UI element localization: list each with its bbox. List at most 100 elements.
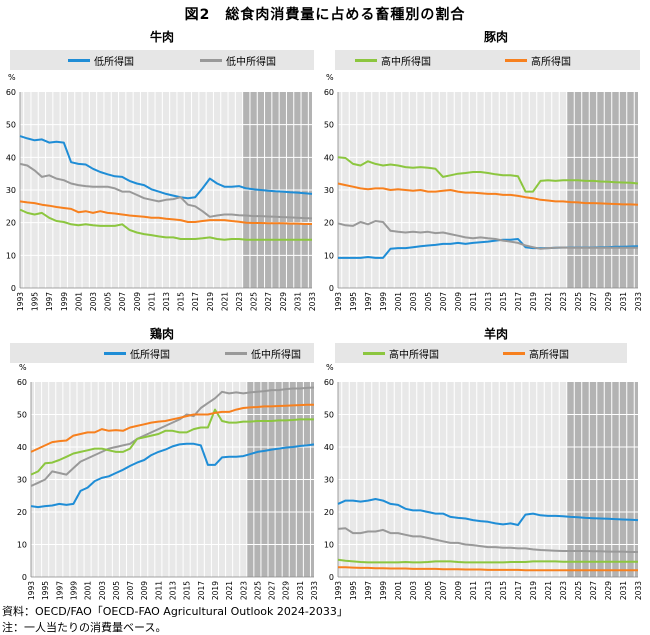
x-tick-label: 2011	[469, 581, 478, 600]
source-note: 資料：OECD/FAO「OECD-FAO Agricultural Outloo…	[2, 605, 348, 618]
x-tick-label: 2001	[74, 292, 83, 311]
x-tick-label: 2007	[439, 581, 448, 600]
x-tick-label: 2025	[574, 292, 583, 311]
legend-swatch	[200, 59, 222, 62]
x-tick-label: 2033	[634, 292, 643, 311]
legend-label: 低中所得国	[226, 57, 276, 68]
x-tick-label: 2001	[394, 581, 403, 600]
series-line-high	[19, 200, 312, 225]
x-tick-label: 2013	[169, 581, 178, 600]
y-tick-label: 40	[17, 443, 27, 452]
x-tick-label: 1999	[69, 581, 78, 600]
x-tick-label: 2027	[589, 581, 598, 600]
x-tick-label: 2021	[220, 292, 229, 311]
y-axis-unit: %	[326, 73, 334, 82]
y-axis-unit: %	[326, 363, 334, 372]
x-tick-label: 2025	[574, 581, 583, 600]
x-tick-label: 2021	[544, 581, 553, 600]
x-tick-label: 2005	[424, 581, 433, 600]
x-tick-label: 2029	[282, 581, 291, 600]
legend-label: 高所得国	[531, 57, 571, 68]
x-tick-label: 2031	[619, 292, 628, 311]
y-tick-label: 60	[324, 88, 334, 97]
mutton-legend: 高中所得国 高所得国	[335, 343, 627, 363]
legend-label: 高所得国	[529, 350, 569, 361]
x-tick-label: 2015	[183, 581, 192, 600]
x-tick-label: 2009	[454, 581, 463, 600]
x-tick-label: 2017	[197, 581, 206, 600]
y-tick-label: 50	[324, 121, 334, 130]
x-tick-label: 1997	[55, 581, 64, 600]
x-tick-label: 1997	[364, 581, 373, 600]
y-tick-label: 60	[324, 378, 334, 387]
y-tick-label: 60	[6, 88, 16, 97]
y-tick-label: 10	[6, 251, 16, 260]
x-tick-label: 2001	[84, 581, 93, 600]
x-tick-label: 2001	[394, 292, 403, 311]
legend-item-high: 高所得国	[505, 53, 571, 68]
x-tick-label: 2007	[126, 581, 135, 600]
y-tick-label: 10	[17, 541, 27, 550]
x-tick-label: 2023	[559, 292, 568, 311]
legend-item-low: 低所得国	[68, 53, 134, 68]
x-tick-label: 2025	[253, 581, 262, 600]
y-tick-label: 60	[17, 378, 27, 387]
x-tick-label: 2013	[484, 581, 493, 600]
y-tick-label: 20	[324, 219, 334, 228]
x-tick-label: 1993	[16, 292, 25, 311]
x-tick-label: 2005	[104, 292, 113, 311]
x-tick-label: 2005	[112, 581, 121, 600]
legend-label: 低中所得国	[251, 350, 301, 361]
legend-swatch	[68, 59, 90, 62]
x-tick-label: 2027	[264, 292, 273, 311]
y-tick-label: 30	[17, 476, 27, 485]
series-line-lower-middle	[30, 386, 315, 487]
legend-label: 高中所得国	[381, 57, 431, 68]
y-axis-unit: %	[8, 73, 16, 82]
x-tick-label: 2019	[529, 292, 538, 311]
x-tick-label: 1995	[31, 292, 40, 311]
x-tick-label: 2011	[469, 292, 478, 311]
x-tick-label: 2009	[454, 292, 463, 311]
x-tick-label: 1999	[379, 581, 388, 600]
x-tick-label: 2021	[544, 292, 553, 311]
y-tick-label: 20	[17, 508, 27, 517]
y-tick-label: 0	[22, 573, 27, 582]
y-tick-label: 30	[6, 186, 16, 195]
x-tick-label: 2003	[98, 581, 107, 600]
x-tick-label: 2023	[559, 581, 568, 600]
x-tick-label: 2013	[484, 292, 493, 311]
legend-item-upper-middle: 高中所得国	[363, 346, 439, 361]
series-line-lower-middle	[337, 220, 638, 250]
x-tick-label: 2029	[279, 292, 288, 311]
y-tick-label: 0	[11, 284, 16, 293]
y-tick-label: 10	[324, 251, 334, 260]
legend-swatch	[505, 59, 527, 62]
x-tick-label: 1995	[349, 581, 358, 600]
footnote: 注：一人当たりの消費量ベース。	[2, 621, 167, 634]
x-tick-label: 1993	[27, 581, 36, 600]
x-tick-label: 2005	[424, 292, 433, 311]
series-line-high	[337, 182, 639, 206]
y-tick-label: 30	[324, 186, 334, 195]
y-tick-label: 50	[324, 411, 334, 420]
series-line-high	[30, 403, 314, 453]
x-tick-label: 1997	[45, 292, 54, 311]
mutton-panel-title: 羊肉	[484, 327, 509, 341]
series-line-low	[337, 498, 639, 526]
x-tick-label: 2019	[529, 581, 538, 600]
legend-label: 低所得国	[94, 57, 134, 68]
legend-swatch	[355, 59, 377, 62]
x-tick-label: 2031	[296, 581, 305, 600]
y-tick-label: 50	[6, 121, 16, 130]
figure-title: 図2 総食肉消費量に占める畜種別の割合	[184, 7, 466, 23]
x-tick-label: 2015	[499, 581, 508, 600]
series-line-upper-middle	[337, 558, 638, 564]
x-tick-label: 2029	[604, 581, 613, 600]
x-tick-label: 2025	[250, 292, 259, 311]
x-tick-label: 1993	[334, 581, 343, 600]
x-tick-label: 2011	[154, 581, 163, 600]
